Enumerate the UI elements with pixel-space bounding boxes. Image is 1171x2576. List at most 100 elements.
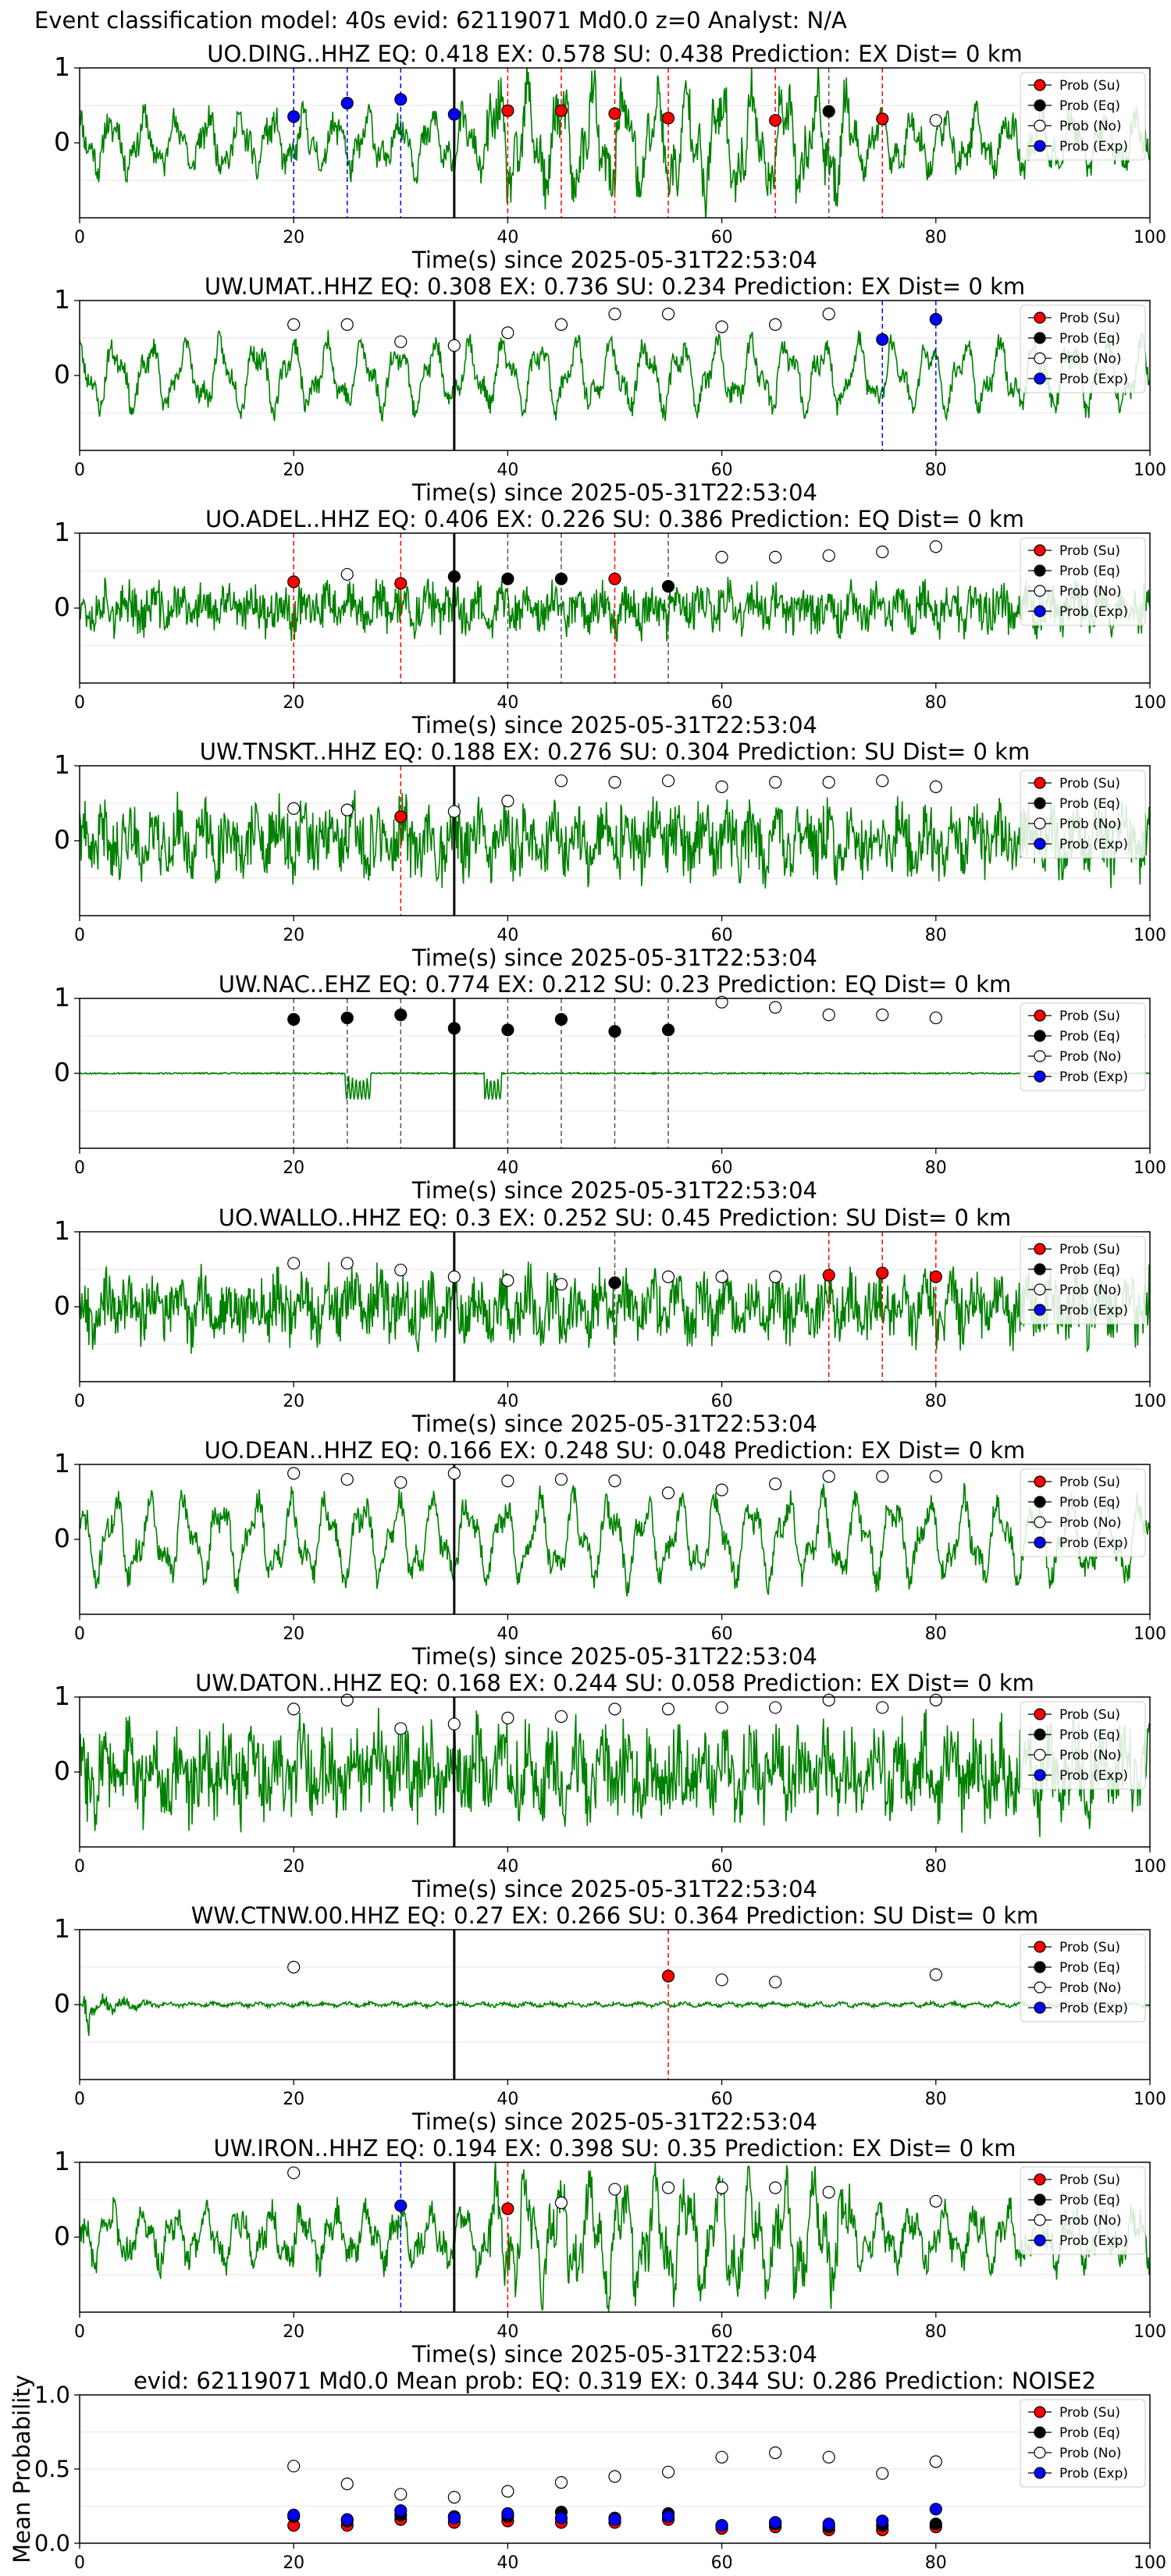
prob-marker-su [876, 1266, 889, 1279]
legend-label: Prob (Exp) [1059, 1303, 1128, 1318]
legend-label: Prob (No) [1059, 2213, 1122, 2229]
prob-marker-no [608, 1475, 621, 1488]
y-tick-label: 1 [54, 1448, 70, 1478]
prob-marker-no [394, 335, 408, 348]
mean-prob-marker-exp [876, 2514, 889, 2528]
prob-marker-no [447, 1717, 461, 1731]
prob-marker-eq [661, 580, 675, 593]
prob-marker-no [394, 1722, 408, 1735]
waveform-trace [80, 2162, 1150, 2312]
prob-marker-eq [501, 1023, 514, 1037]
legend-swatch [1034, 1263, 1046, 1276]
legend-label: Prob (Exp) [1059, 1069, 1128, 1085]
mean-prob-marker-eq [929, 2517, 942, 2531]
legend-label: Prob (Exp) [1059, 1535, 1128, 1551]
legend: Prob (Su) Prob (Eq) Prob (No) Prob (Exp) [1020, 1002, 1146, 1091]
figure-title: Event classification model: 40s evid: 62… [34, 7, 847, 34]
prob-marker-no [929, 2194, 942, 2208]
prob-marker-no [715, 995, 728, 1009]
prob-marker-exp [929, 312, 942, 326]
legend-label: Prob (No) [1059, 1049, 1122, 1065]
mean-prob-marker-no [822, 2450, 835, 2464]
legend-swatch [1034, 1769, 1046, 1781]
axes-frame [79, 300, 1151, 451]
legend-swatch [1034, 1961, 1046, 1973]
mean-prob-marker-no [929, 2455, 942, 2468]
prob-marker-no [554, 1278, 568, 1291]
legend-swatch [1034, 311, 1046, 324]
legend-label: Prob (Su) [1059, 543, 1120, 559]
y-tick-label: 1 [54, 284, 70, 315]
x-tick-label: 60 [711, 926, 733, 945]
legend-box [1020, 1002, 1146, 1091]
prob-marker-eq [447, 1022, 461, 1035]
y-tick-label: 0.5 [34, 2456, 70, 2482]
x-tick-label: 40 [497, 693, 518, 713]
x-tick-label: 100 [1134, 228, 1166, 247]
legend-label: Prob (Eq) [1059, 98, 1120, 114]
legend-swatch [1034, 1941, 1046, 1953]
legend-swatch [1034, 1050, 1046, 1062]
x-tick-label: 20 [283, 693, 304, 713]
prob-marker-no [715, 320, 728, 333]
prob-marker-eq [608, 1025, 621, 1038]
plot-area [80, 1697, 1150, 1847]
prob-marker-no [715, 2181, 728, 2194]
x-tick-label: 0 [74, 693, 85, 713]
prob-marker-no [929, 540, 942, 553]
x-tick-label: 100 [1134, 461, 1166, 480]
legend-label: Prob (Su) [1059, 311, 1120, 326]
legend-swatch [1034, 1283, 1046, 1296]
x-axis-label: Time(s) since 2025-05-31T22:53:04 [411, 712, 817, 738]
waveform-trace [80, 1993, 1150, 2037]
prob-marker-no [394, 1263, 408, 1277]
legend-swatch [1034, 605, 1046, 617]
x-tick-label: 0 [74, 1624, 85, 1644]
prob-marker-no [608, 2183, 621, 2196]
legend-swatch [1034, 79, 1046, 91]
prob-marker-no [929, 1011, 942, 1025]
prob-marker-no [287, 1703, 301, 1716]
prob-marker-no [769, 1701, 782, 1714]
x-axis-label: Time(s) since 2025-05-31T22:53:04 [411, 1411, 817, 1437]
panel-8: WW.CTNW.00.HHZ EQ: 0.27 EX: 0.266 SU: 0.… [54, 1902, 1166, 2135]
prob-marker-no [715, 1701, 728, 1714]
legend-swatch [1034, 1475, 1046, 1488]
prob-marker-eq [554, 1012, 568, 1026]
x-tick-label: 80 [925, 693, 947, 713]
prob-marker-no [929, 1968, 942, 1981]
legend-swatch [1034, 2426, 1046, 2439]
prob-marker-su [608, 107, 621, 120]
prob-marker-no [501, 1274, 514, 1287]
prob-marker-exp [876, 333, 889, 347]
legend-box [1020, 2166, 1146, 2255]
x-tick-label: 100 [1134, 926, 1166, 945]
mean-prob-marker-exp [287, 2508, 301, 2521]
x-tick-label: 80 [925, 1624, 947, 1644]
prob-marker-exp [394, 2199, 408, 2212]
prob-marker-no [340, 803, 354, 817]
legend-label: Prob (No) [1059, 119, 1122, 134]
prob-marker-no [340, 1473, 354, 1486]
legend-swatch [1034, 2194, 1046, 2206]
prob-marker-no [661, 2181, 675, 2194]
legend-label: Prob (No) [1059, 1980, 1122, 1996]
x-axis-label: Time(s) since 2025-05-31T22:53:04 [411, 2341, 817, 2368]
legend-label: Prob (Eq) [1059, 1727, 1120, 1743]
legend-label: Prob (Eq) [1059, 2425, 1120, 2441]
panel-title: UW.IRON..HHZ EQ: 0.194 EX: 0.398 SU: 0.3… [214, 2135, 1016, 2161]
x-tick-label: 60 [711, 228, 733, 247]
prob-marker-no [822, 2186, 835, 2199]
legend-label: Prob (Eq) [1059, 1960, 1120, 1976]
x-tick-label: 80 [925, 228, 947, 247]
y-tick-label: 0 [54, 2221, 70, 2251]
x-tick-label: 0 [74, 1392, 85, 1411]
x-tick-label: 100 [1134, 693, 1166, 713]
x-tick-label: 80 [925, 1857, 947, 1877]
x-tick-label: 0 [74, 228, 85, 247]
mean-prob-marker-exp [822, 2517, 835, 2531]
legend-label: Prob (Exp) [1059, 837, 1128, 852]
x-tick-label: 40 [497, 1624, 518, 1644]
prob-marker-no [929, 1470, 942, 1483]
prob-marker-no [929, 780, 942, 793]
